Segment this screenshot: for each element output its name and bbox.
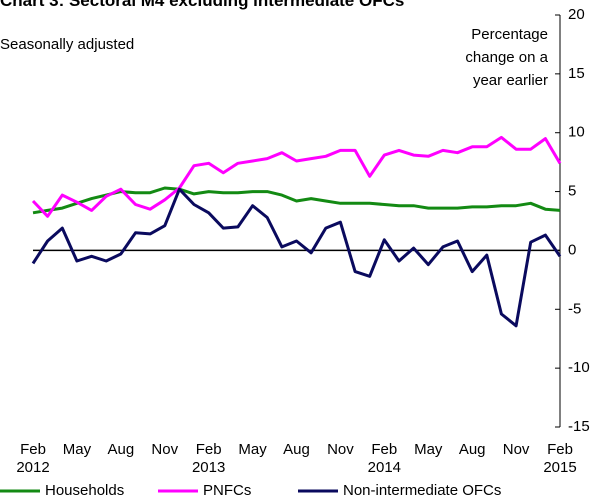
y-tick-label: -5	[568, 300, 581, 317]
x-tick-label: Feb 2012	[16, 441, 49, 476]
x-tick-label: May	[238, 441, 267, 458]
series-line	[32, 186, 561, 215]
x-tick-label: May	[63, 441, 92, 458]
y-tick-label: 15	[568, 65, 585, 82]
series-line	[31, 135, 562, 218]
legend-label: Non-intermediate OFCs	[343, 482, 501, 499]
x-tick-label: Aug	[107, 441, 134, 458]
x-tick-label: Nov	[151, 441, 178, 458]
x-tick-label: May	[414, 441, 443, 458]
y-axis-label: Percentage change on a year earlier	[465, 26, 548, 89]
y-tick-label: 0	[568, 241, 576, 258]
chart-title: Chart 3: Sectoral M4 excluding intermedi…	[0, 0, 405, 10]
x-tick-label: Nov	[503, 441, 530, 458]
y-tick-label: -15	[568, 418, 590, 435]
x-tick-label: Nov	[327, 441, 354, 458]
y-tick-label: -10	[568, 359, 590, 376]
y-tick-label: 5	[568, 183, 576, 200]
y-tick-label: 20	[568, 6, 585, 23]
chart-subtitle: Seasonally adjusted	[0, 36, 135, 53]
series-line	[31, 187, 562, 328]
x-tick-label: Feb 2014	[368, 441, 401, 476]
legend-label: PNFCs	[203, 482, 251, 499]
x-tick-label: Feb 2013	[192, 441, 225, 476]
x-tick-label: Aug	[459, 441, 486, 458]
legend-label: Households	[45, 482, 124, 499]
y-tick-label: 10	[568, 124, 585, 141]
x-tick-label: Feb 2015	[543, 441, 576, 476]
x-tick-label: Aug	[283, 441, 310, 458]
